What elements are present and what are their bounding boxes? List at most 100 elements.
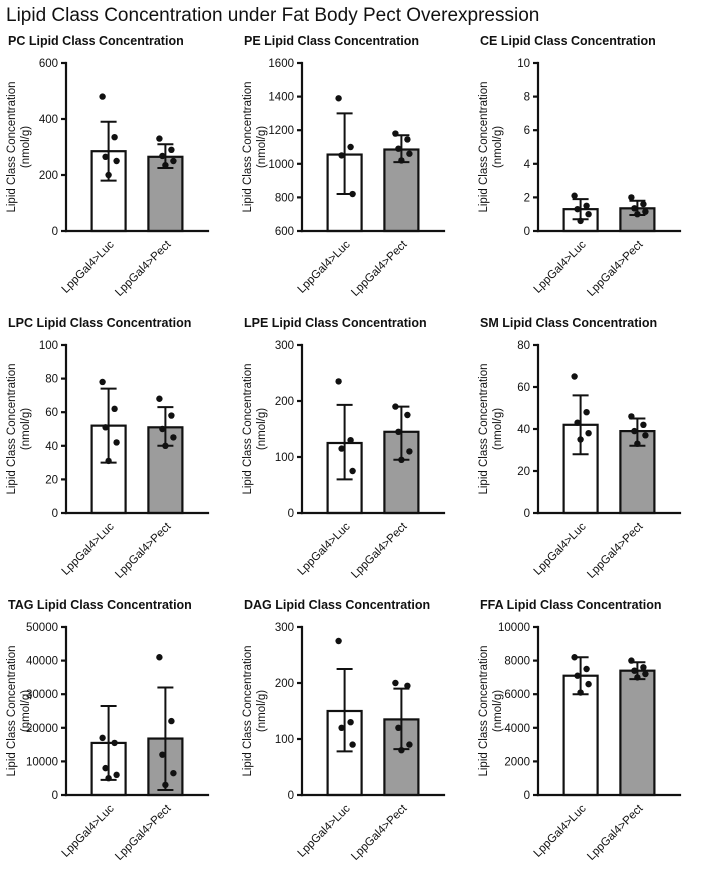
panel-title: PE Lipid Class Concentration — [244, 34, 419, 48]
x-tick-label: LppGal4>Pect — [585, 238, 646, 299]
y-axis-units: (nmol/g) — [492, 408, 504, 450]
data-point — [102, 153, 109, 160]
y-tick-label: 2 — [524, 192, 530, 204]
y-tick-label: 6000 — [504, 689, 530, 701]
data-point — [395, 724, 402, 731]
y-tick-label: 0 — [52, 790, 58, 802]
data-point — [162, 162, 169, 169]
data-point — [113, 771, 120, 779]
data-point — [105, 457, 112, 465]
charts-grid: PC Lipid Class Concentration Lipid Class … — [2, 29, 709, 875]
y-tick-label: 20000 — [26, 723, 58, 735]
y-tick-label: 800 — [275, 192, 294, 204]
data-point — [634, 211, 641, 218]
data-point — [628, 657, 635, 664]
y-axis-units: (nmol/g) — [492, 690, 504, 732]
data-point — [111, 405, 118, 413]
y-axis-label: Lipid Class Concentration — [478, 363, 490, 494]
data-point — [398, 456, 405, 463]
data-point — [99, 378, 106, 386]
chart-panel-ffa: FFA Lipid Class Concentration Lipid Class… — [474, 593, 709, 875]
data-point — [398, 157, 405, 164]
data-point — [392, 403, 399, 410]
y-tick-label: 10 — [517, 58, 530, 70]
data-point — [349, 190, 356, 198]
chart-svg: SM Lipid Class Concentration Lipid Class … — [478, 316, 682, 581]
panel-title: SM Lipid Class Concentration — [480, 316, 657, 330]
data-point — [392, 679, 399, 687]
y-tick-label: 0 — [288, 508, 294, 520]
y-axis-units: (nmol/g) — [492, 126, 504, 168]
data-point — [102, 424, 109, 431]
data-point — [162, 781, 169, 789]
data-point — [105, 775, 112, 782]
x-tick-label: LppGal4>Pect — [113, 802, 174, 863]
data-point — [156, 395, 163, 402]
y-axis-label: Lipid Class Concentration — [242, 363, 254, 494]
x-tick-label: LppGal4>Pect — [113, 238, 174, 299]
data-point — [156, 135, 163, 142]
chart-panel-pc: PC Lipid Class Concentration Lipid Class … — [2, 29, 238, 311]
data-point — [338, 445, 345, 452]
chart-panel-sm: SM Lipid Class Concentration Lipid Class … — [474, 311, 709, 593]
y-tick-label: 10000 — [498, 622, 530, 634]
data-point — [585, 211, 592, 218]
y-tick-label: 600 — [39, 58, 58, 70]
data-point — [395, 428, 402, 435]
data-point — [634, 674, 641, 681]
data-point — [349, 741, 356, 748]
x-tick-label: LppGal4>Luc — [60, 520, 117, 577]
y-axis-label: Lipid Class Concentration — [242, 81, 254, 212]
data-point — [583, 409, 590, 416]
data-point — [168, 717, 175, 725]
data-point — [105, 171, 112, 179]
x-tick-label: LppGal4>Luc — [296, 520, 353, 577]
y-tick-label: 60 — [45, 407, 58, 419]
y-tick-label: 60 — [517, 382, 530, 394]
data-point — [111, 134, 118, 141]
data-point — [631, 667, 638, 674]
y-axis-label: Lipid Class Concentration — [242, 645, 254, 776]
chart-panel-lpe: LPE Lipid Class Concentration Lipid Class… — [238, 311, 474, 593]
data-point — [571, 192, 578, 199]
y-tick-label: 50000 — [26, 622, 58, 634]
x-tick-label: LppGal4>Pect — [113, 520, 174, 581]
chart-svg: PE Lipid Class Concentration Lipid Class … — [242, 34, 446, 299]
chart-svg: TAG Lipid Class Concentration Lipid Class… — [6, 598, 210, 863]
data-point — [631, 205, 638, 212]
data-point — [406, 741, 413, 748]
panel-title: TAG Lipid Class Concentration — [8, 598, 192, 612]
data-point — [577, 436, 584, 443]
chart-svg: FFA Lipid Class Concentration Lipid Class… — [478, 598, 682, 863]
data-point — [640, 664, 647, 671]
x-tick-label: LppGal4>Luc — [60, 802, 117, 859]
data-point — [168, 146, 175, 153]
chart-panel-lpc: LPC Lipid Class Concentration Lipid Class… — [2, 311, 238, 593]
data-point — [338, 152, 345, 159]
data-point — [404, 136, 411, 143]
data-point — [628, 194, 635, 201]
data-point — [577, 689, 584, 696]
data-point — [392, 130, 399, 137]
y-tick-label: 20 — [517, 466, 530, 478]
data-point — [335, 95, 342, 102]
y-tick-label: 8000 — [504, 656, 530, 668]
data-point — [159, 425, 166, 433]
y-tick-label: 4000 — [504, 723, 530, 735]
data-point — [571, 654, 578, 661]
data-point — [111, 739, 118, 747]
data-point — [574, 205, 581, 213]
y-tick-label: 1600 — [268, 58, 294, 70]
data-point — [113, 157, 120, 165]
data-point — [170, 157, 177, 165]
x-tick-label: LppGal4>Pect — [585, 802, 646, 863]
data-point — [347, 719, 354, 726]
y-axis-units: (nmol/g) — [20, 408, 32, 450]
data-point — [634, 440, 641, 447]
y-axis-label: Lipid Class Concentration — [478, 645, 490, 776]
data-point — [574, 419, 581, 426]
data-point — [404, 682, 411, 689]
y-tick-label: 0 — [524, 790, 530, 802]
data-point — [335, 637, 342, 645]
y-tick-label: 6 — [524, 125, 530, 137]
